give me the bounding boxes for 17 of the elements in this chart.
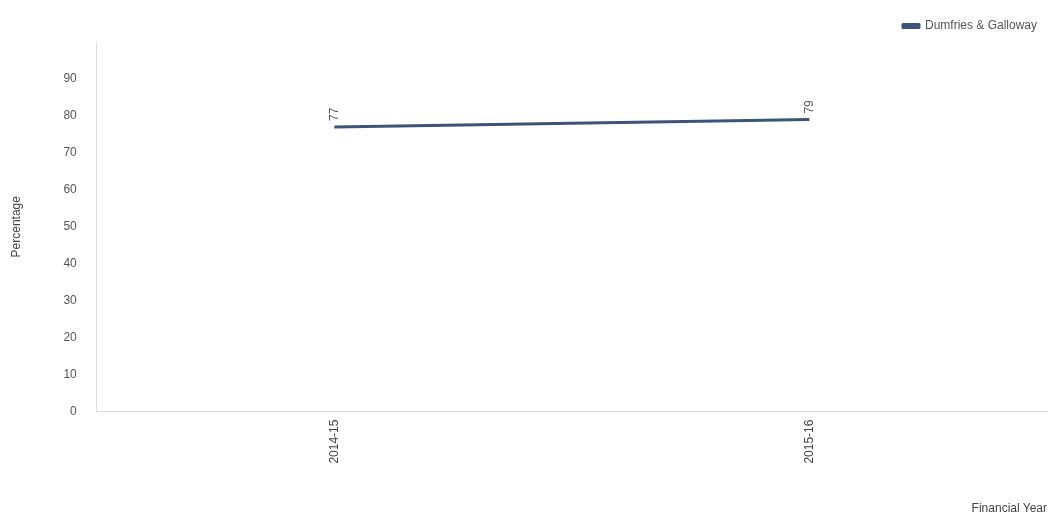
- data-label: 77: [326, 107, 341, 121]
- legend-label: Dumfries & Galloway: [924, 18, 1037, 33]
- y-tick-label: 30: [63, 293, 78, 308]
- y-axis-title: Percentage: [8, 195, 23, 258]
- x-tick-label: 2015-16: [801, 419, 816, 464]
- y-tick-label: 20: [63, 329, 78, 344]
- y-tick-label: 40: [63, 256, 78, 271]
- y-tick-label: 60: [63, 182, 78, 197]
- data-label: 79: [801, 99, 816, 114]
- x-axis-title: Financial Year: [971, 501, 1047, 516]
- y-tick-label: 80: [63, 108, 78, 123]
- y-tick-label: 70: [63, 145, 78, 160]
- y-tick-label: 10: [63, 366, 78, 381]
- y-tick-label: 0: [70, 403, 78, 418]
- x-tick-label: 2014-15: [326, 419, 341, 464]
- y-tick-label: 90: [63, 71, 78, 86]
- y-tick-label: 50: [63, 219, 78, 234]
